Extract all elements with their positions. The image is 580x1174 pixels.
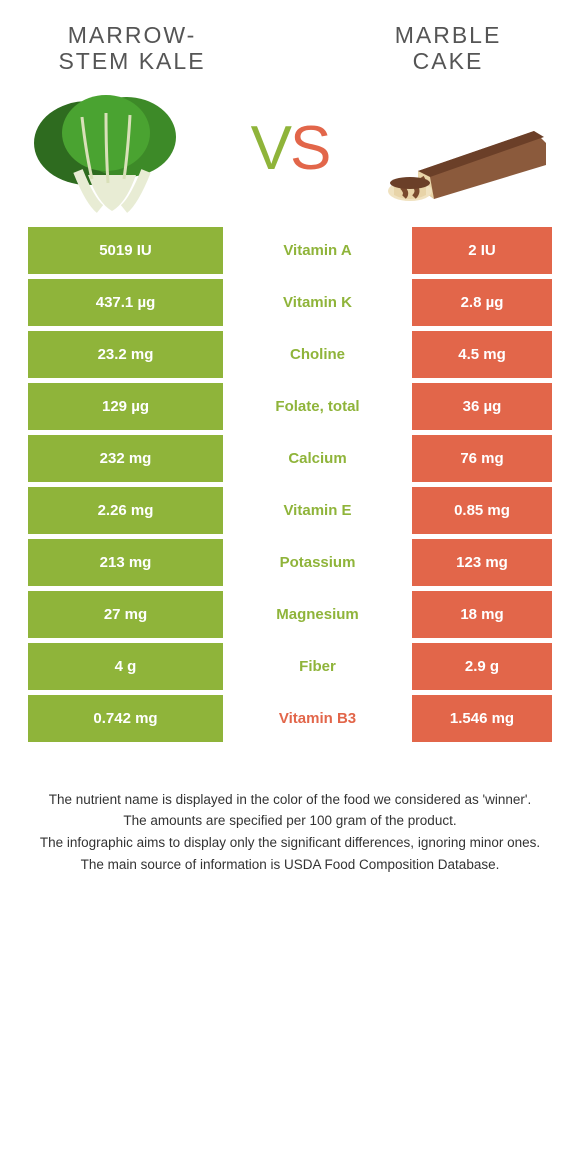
left-value-cell: 232 mg	[28, 435, 223, 482]
footer-line-1: The nutrient name is displayed in the co…	[36, 790, 544, 810]
left-value-cell: 213 mg	[28, 539, 223, 586]
table-row: 4 gFiber2.9 g	[28, 643, 552, 690]
nutrient-label-cell: Vitamin A	[223, 227, 412, 274]
vs-v: V	[251, 113, 290, 184]
right-value-cell: 76 mg	[412, 435, 552, 482]
table-row: 129 µgFolate, total36 µg	[28, 383, 552, 430]
table-row: 27 mgMagnesium18 mg	[28, 591, 552, 638]
kale-image	[28, 83, 196, 215]
left-food-title: MARROW- STEM KALE	[32, 22, 232, 75]
table-row: 2.26 mgVitamin E0.85 mg	[28, 487, 552, 534]
nutrient-label-cell: Magnesium	[223, 591, 412, 638]
left-value-cell: 437.1 µg	[28, 279, 223, 326]
left-value-cell: 2.26 mg	[28, 487, 223, 534]
left-value-cell: 23.2 mg	[28, 331, 223, 378]
nutrient-label-cell: Choline	[223, 331, 412, 378]
right-value-cell: 18 mg	[412, 591, 552, 638]
left-value-cell: 4 g	[28, 643, 223, 690]
cake-image	[384, 83, 552, 215]
cake-icon	[384, 83, 552, 215]
nutrient-label-cell: Fiber	[223, 643, 412, 690]
vs-row: VS	[28, 83, 552, 215]
right-value-cell: 1.546 mg	[412, 695, 552, 742]
right-value-cell: 36 µg	[412, 383, 552, 430]
nutrient-label-cell: Vitamin K	[223, 279, 412, 326]
nutrient-label-cell: Vitamin E	[223, 487, 412, 534]
vs-s: S	[290, 113, 329, 184]
kale-icon	[28, 83, 196, 215]
left-title-line2: STEM KALE	[58, 48, 205, 74]
table-row: 213 mgPotassium123 mg	[28, 539, 552, 586]
vs-label: VS	[251, 113, 330, 184]
footer-line-2: The amounts are specified per 100 gram o…	[36, 811, 544, 831]
right-value-cell: 4.5 mg	[412, 331, 552, 378]
table-row: 437.1 µgVitamin K2.8 µg	[28, 279, 552, 326]
left-value-cell: 5019 IU	[28, 227, 223, 274]
right-value-cell: 2.8 µg	[412, 279, 552, 326]
left-title-line1: MARROW-	[68, 22, 197, 48]
nutrient-label-cell: Potassium	[223, 539, 412, 586]
footer-line-3: The infographic aims to display only the…	[36, 833, 544, 853]
nutrition-table: 5019 IUVitamin A2 IU 437.1 µgVitamin K2.8…	[28, 227, 552, 742]
left-value-cell: 27 mg	[28, 591, 223, 638]
right-value-cell: 123 mg	[412, 539, 552, 586]
header: MARROW- STEM KALE MARBLE CAKE	[28, 22, 552, 75]
footer-notes: The nutrient name is displayed in the co…	[28, 790, 552, 874]
left-value-cell: 0.742 mg	[28, 695, 223, 742]
footer-line-4: The main source of information is USDA F…	[36, 855, 544, 875]
nutrient-label-cell: Vitamin B3	[223, 695, 412, 742]
right-value-cell: 2.9 g	[412, 643, 552, 690]
table-row: 0.742 mgVitamin B31.546 mg	[28, 695, 552, 742]
nutrient-label-cell: Calcium	[223, 435, 412, 482]
left-value-cell: 129 µg	[28, 383, 223, 430]
right-title-line1: MARBLE	[395, 22, 502, 48]
table-row: 23.2 mgCholine4.5 mg	[28, 331, 552, 378]
nutrient-label-cell: Folate, total	[223, 383, 412, 430]
right-title-line2: CAKE	[413, 48, 484, 74]
right-value-cell: 0.85 mg	[412, 487, 552, 534]
right-value-cell: 2 IU	[412, 227, 552, 274]
table-row: 232 mgCalcium76 mg	[28, 435, 552, 482]
table-row: 5019 IUVitamin A2 IU	[28, 227, 552, 274]
right-food-title: MARBLE CAKE	[348, 22, 548, 75]
infographic-container: MARROW- STEM KALE MARBLE CAKE VS	[0, 0, 580, 874]
